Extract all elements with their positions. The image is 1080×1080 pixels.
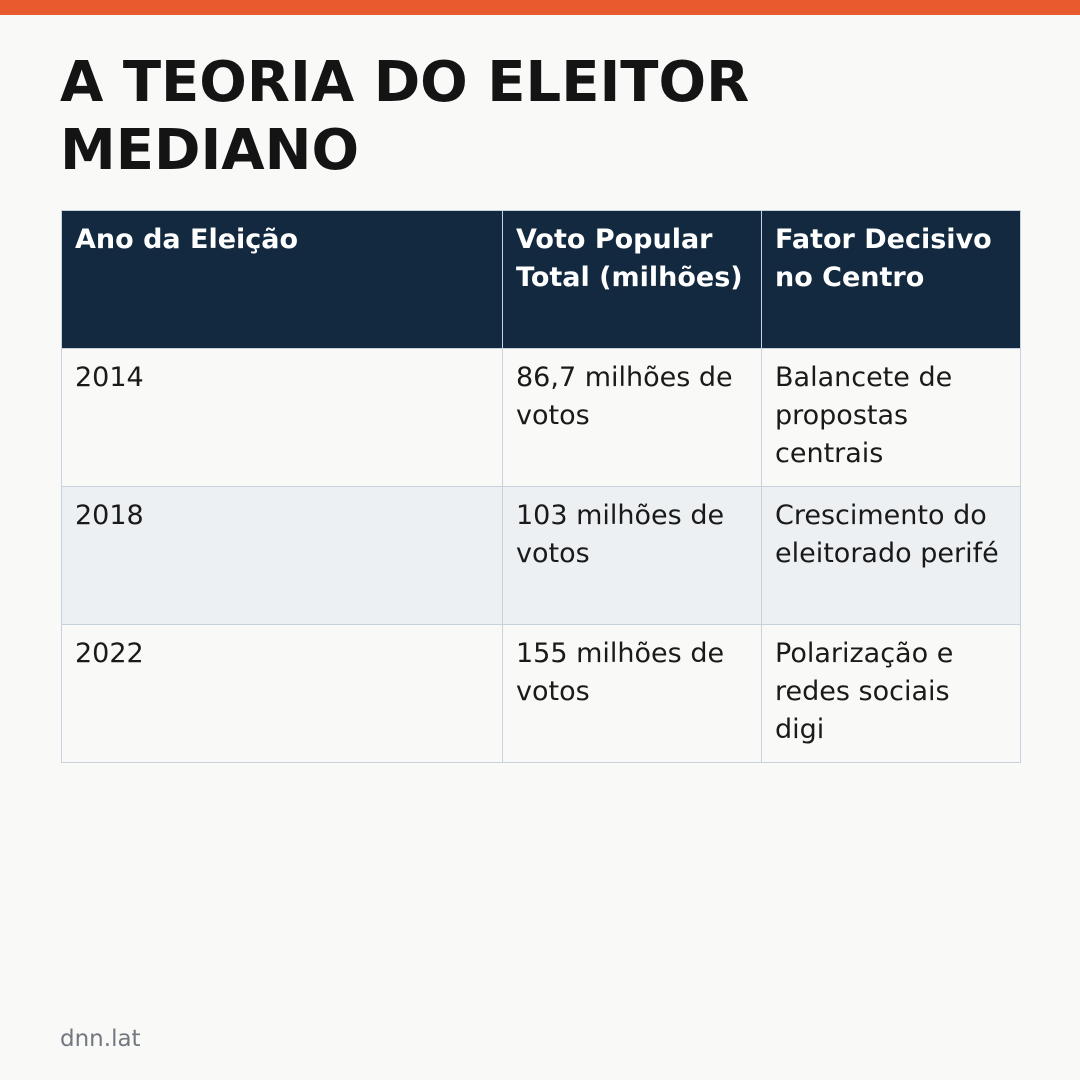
cell-votes: 86,7 milhões de votos <box>502 348 762 487</box>
table-header-row: Ano da Eleição Voto Popular Total (milhõ… <box>61 210 1021 349</box>
cell-votes: 103 milhões de votos <box>502 486 762 625</box>
cell-year: 2014 <box>61 348 503 487</box>
table-row: 2022 155 milhões de votos Polarização e … <box>61 624 1021 763</box>
cell-factor: Crescimento do eleitorado perifé <box>761 486 1021 625</box>
election-table: Ano da Eleição Voto Popular Total (milhõ… <box>61 210 1021 763</box>
cell-year: 2018 <box>61 486 503 625</box>
table-row: 2018 103 milhões de votos Crescimento do… <box>61 486 1021 625</box>
header-decisive-factor: Fator Decisivo no Centro <box>761 210 1021 349</box>
page-title: A TEORIA DO ELEITOR MEDIANO <box>60 50 750 183</box>
cell-year: 2022 <box>61 624 503 763</box>
cell-votes: 155 milhões de votos <box>502 624 762 763</box>
header-election-year: Ano da Eleição <box>61 210 503 349</box>
header-popular-vote: Voto Popular Total (milhões) <box>502 210 762 349</box>
table-row: 2014 86,7 milhões de votos Balancete de … <box>61 348 1021 487</box>
source-label: dnn.lat <box>60 1026 141 1052</box>
cell-factor: Polarização e redes sociais digi <box>761 624 1021 763</box>
accent-bar <box>0 0 1080 15</box>
cell-factor: Balancete de propostas centrais <box>761 348 1021 487</box>
